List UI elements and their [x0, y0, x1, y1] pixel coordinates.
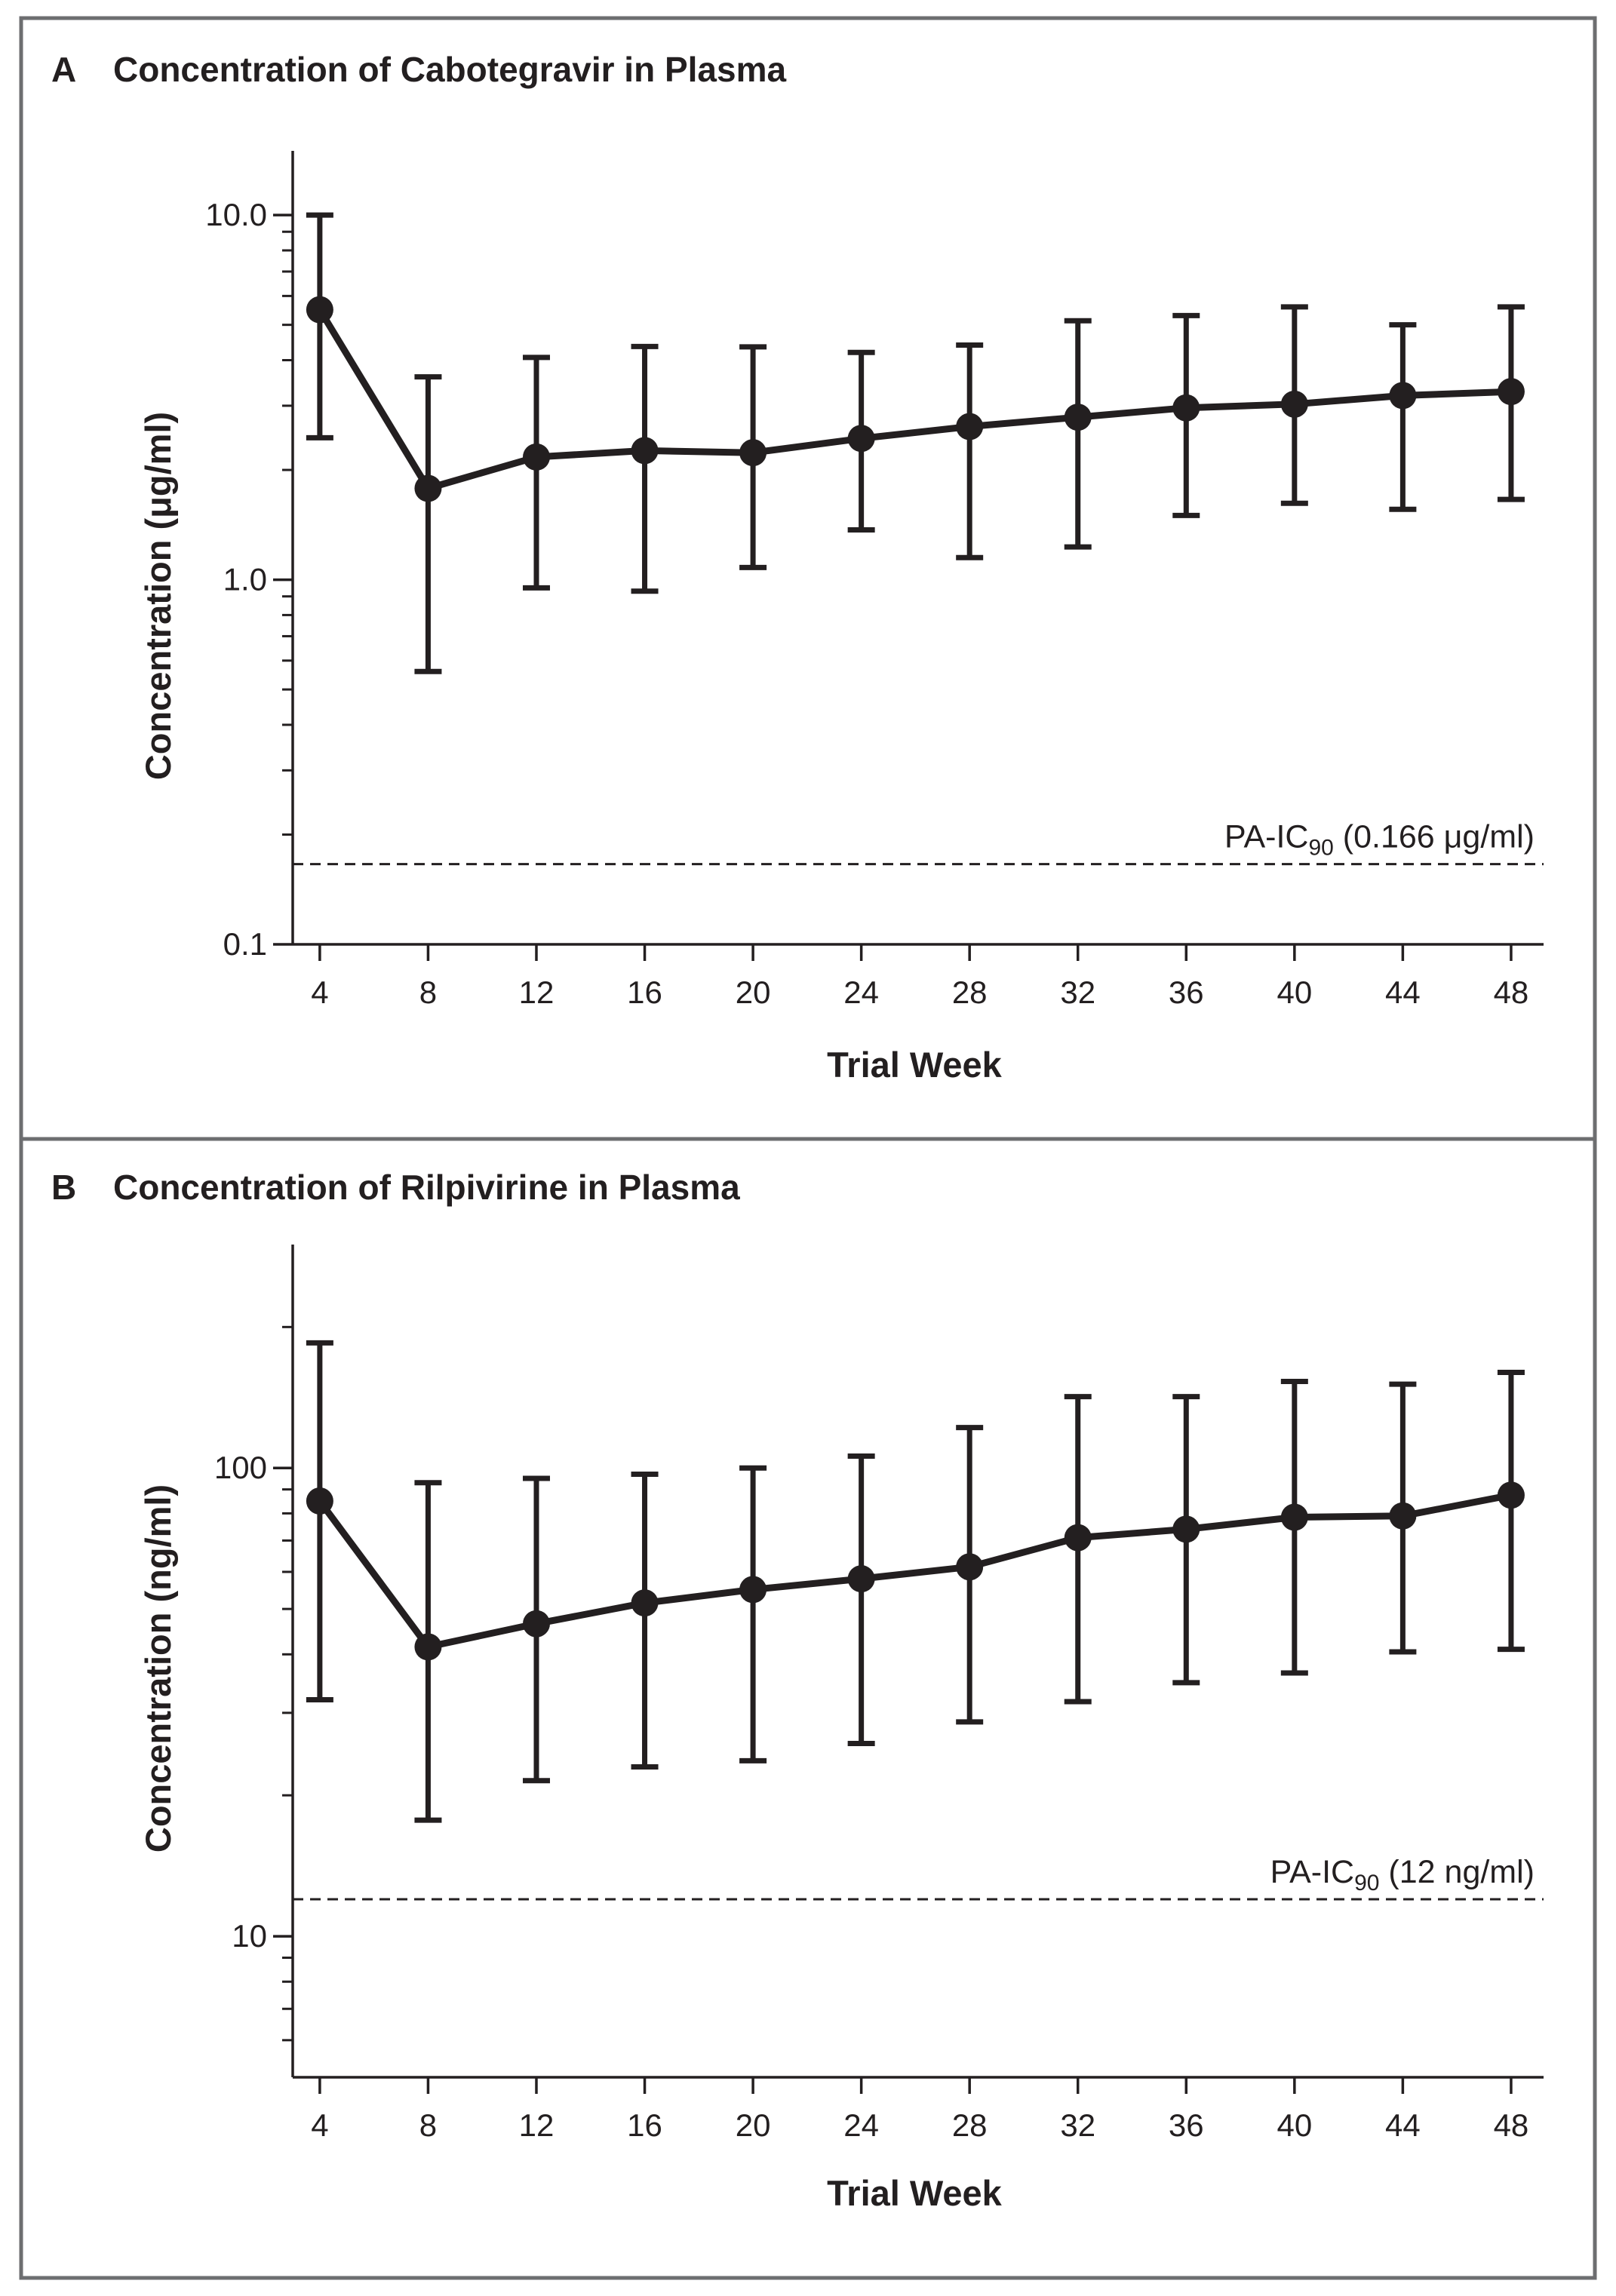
panel-b-rilpivirine-data-point [1172, 1515, 1200, 1543]
panel-a-x-axis-title: Trial Week [827, 1045, 1003, 1085]
panel-b-x-tick-label: 16 [627, 2107, 662, 2143]
panel-a-cabotegravir-data-point [1389, 382, 1417, 410]
panel-b-letter: B [51, 1168, 76, 1207]
panel-b-rilpivirine-data-point [1497, 1481, 1525, 1509]
panel-a-x-tick-label: 36 [1169, 975, 1204, 1010]
panel-b-x-tick-label: 40 [1277, 2107, 1312, 2143]
panel-b-rilpivirine-data-point [1389, 1502, 1417, 1530]
panel-a-title: Concentration of Cabotegravir in Plasma [113, 50, 786, 89]
panel-b-x-tick-label: 32 [1060, 2107, 1095, 2143]
panel-a-cabotegravir-data-point [522, 443, 550, 471]
panel-b-x-tick-label: 20 [736, 2107, 771, 2143]
panel-b-reference-label: PA-IC90 (12 ng/ml) [1270, 1854, 1535, 1895]
panel-a-x-tick-label: 32 [1060, 975, 1095, 1010]
panel-a-cabotegravir-data-point [1280, 390, 1308, 418]
panel-a-y-axis-title: Concentration (μg/ml) [138, 412, 178, 780]
panel-b-rilpivirine-data-point [1064, 1524, 1092, 1552]
panel-b-x-tick-label: 36 [1169, 2107, 1204, 2143]
panel-a-x-tick-label: 4 [311, 975, 328, 1010]
panel-a-cabotegravir-data-point [306, 296, 333, 324]
panel-a-x-tick-label: 24 [843, 975, 879, 1010]
panel-a-letter: A [51, 50, 76, 89]
panel-a-cabotegravir-data-point [1497, 378, 1525, 406]
panel-b-x-axis-title: Trial Week [827, 2173, 1003, 2213]
panel-b-rilpivirine-data-point [522, 1610, 550, 1638]
panel-b-title: Concentration of Rilpivirine in Plasma [113, 1168, 740, 1207]
panel-b-rilpivirine-series-line [317, 1491, 1512, 1650]
panel-b-x-tick-label: 8 [419, 2107, 437, 2143]
panel-b-y-axis-title: Concentration (ng/ml) [138, 1484, 178, 1852]
panel-a-x-tick-label: 20 [736, 975, 771, 1010]
panel-a-y-tick-label: 10.0 [205, 197, 267, 232]
panel-a-plot-area: 10.01.00.14 8 12 16 20 24 28 32 36 40 44 48PA-IC90 … [205, 151, 1544, 1010]
panel-a-reference-label: PA-IC90 (0.166 μg/ml) [1224, 819, 1535, 861]
panel-a-x-tick-label: 48 [1494, 975, 1529, 1010]
panel-b-x-tick-label: 24 [843, 2107, 879, 2143]
panel-a-x-tick-label: 8 [419, 975, 437, 1010]
panel-a-cabotegravir-series-line [317, 308, 1512, 492]
panel-a-cabotegravir-data-point [1172, 394, 1200, 422]
panel-b: B Concentration of Rilpivirine in Plasma… [51, 1168, 1544, 2213]
panel-a-cabotegravir-data-point [631, 437, 659, 465]
panel-a-x-tick-label: 16 [627, 975, 662, 1010]
panel-a-y-tick-label: 0.1 [223, 926, 267, 962]
panel-a-cabotegravir-data-point [414, 474, 442, 502]
panel-a-x-tick-label: 12 [519, 975, 555, 1010]
panel-a-cabotegravir-data-point [956, 413, 984, 440]
panel-b-rilpivirine-data-point [631, 1589, 659, 1617]
panel-a-x-tick-label: 44 [1385, 975, 1421, 1010]
panel-b-y-tick-label: 100 [214, 1450, 267, 1485]
panel-b-x-tick-label: 12 [519, 2107, 555, 2143]
panel-b-x-tick-label: 28 [952, 2107, 988, 2143]
panel-b-x-tick-label: 44 [1385, 2107, 1421, 2143]
panel-a-x-tick-label: 28 [952, 975, 988, 1010]
panel-b-rilpivirine-data-point [956, 1553, 984, 1581]
panel-a-cabotegravir-data-point [739, 439, 767, 467]
panel-b-rilpivirine-data-point [1280, 1503, 1308, 1531]
panel-b-x-tick-label: 4 [311, 2107, 328, 2143]
panel-b-rilpivirine-data-point [306, 1487, 333, 1515]
panel-a-cabotegravir-data-point [1064, 404, 1092, 431]
panel-a-x-tick-label: 40 [1277, 975, 1312, 1010]
panel-b-rilpivirine-data-point [847, 1565, 875, 1593]
figure-frame [19, 16, 1597, 2280]
panel-a-cabotegravir-data-point [847, 425, 875, 453]
panel-b-x-tick-label: 48 [1494, 2107, 1529, 2143]
panel-a: A Concentration of Cabotegravir in Plasm… [51, 50, 1544, 1085]
panel-a-y-tick-label: 1.0 [223, 562, 267, 597]
panel-b-rilpivirine-data-point [739, 1576, 767, 1604]
panel-b-rilpivirine-data-point [414, 1633, 442, 1661]
panel-b-y-tick-label: 10 [232, 1918, 267, 1954]
